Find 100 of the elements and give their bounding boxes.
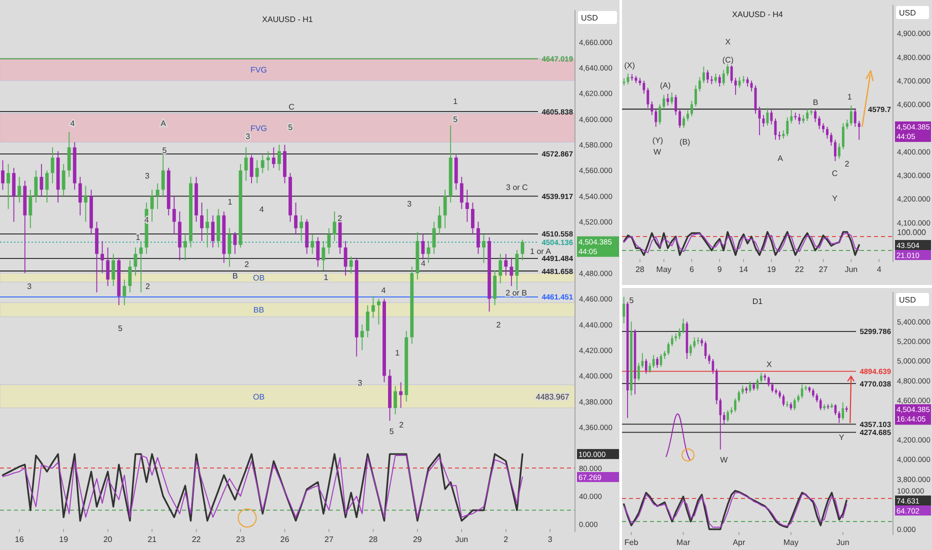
candlestick [1,160,4,190]
annotation: 2 [338,214,343,224]
x-tick-label: Jun [455,535,468,544]
annotation: (B) [680,138,691,147]
candlestick [67,131,71,178]
candlestick [662,94,666,110]
band-label: OB [252,392,265,402]
candlestick [184,234,187,261]
candlestick [806,108,809,122]
x-tick-label: 26 [280,535,290,544]
annotation: 3 [27,282,32,292]
candlestick [766,107,769,126]
annotation: 4 [259,205,264,214]
annotation: 2 [146,282,151,292]
candlestick [770,110,773,125]
x-tick-label: 28 [635,265,645,274]
candlestick [12,167,16,222]
annotation: 5 [453,115,458,124]
candlestick [100,240,104,274]
candlestick [790,108,793,124]
annotation: 5 [389,426,394,436]
candlestick [266,150,270,171]
candlestick [760,372,762,384]
text: XAUUSD - H1 [262,15,314,24]
band-label: FVG [250,124,267,133]
candlestick [482,234,486,264]
candlestick [774,118,777,140]
candlestick [678,108,682,128]
candlestick [471,202,474,236]
candlestick [838,142,840,160]
candlestick [128,260,132,293]
candlestick [228,228,232,268]
candlestick [738,76,741,88]
candlestick [211,214,215,248]
candlestick [460,176,464,210]
annotation: C [288,102,295,112]
x-tick-label: 23 [236,535,246,544]
candlestick [465,189,469,222]
candlestick [6,164,10,210]
annotation: 5 [288,122,294,132]
candlestick [349,256,353,274]
candlestick [646,87,650,108]
candlestick [698,76,701,92]
candlestick [850,105,852,126]
candlestick [793,398,796,411]
annotation: 1 [136,233,141,242]
x-tick-label: 2 [504,535,509,544]
y-axis-title: USD [899,296,916,304]
y-axis-title: USD [899,8,916,18]
candlestick [122,279,126,306]
annotation: X [766,360,772,370]
annotation: 4 [381,286,386,295]
candlestick [846,119,848,130]
candlestick [666,93,670,106]
candlestick [656,356,658,368]
candlestick [658,104,662,125]
x-tick-label: 4 [876,265,882,274]
candlestick [682,318,684,334]
annotation: B [812,98,818,107]
annotation: 1 [847,92,852,102]
candlestick [399,382,403,408]
annotation: 5 [629,296,634,305]
annotation: 5 [118,324,123,334]
candlestick [822,122,824,134]
candlestick [654,108,658,128]
candlestick [630,74,634,82]
x-tick-label: 6 [690,265,695,274]
x-tick-label: 3 [548,535,553,544]
candlestick [842,402,844,420]
candlestick [322,240,326,272]
x-tick-label: May [783,538,798,547]
candlestick [818,116,821,130]
candlestick [260,154,264,174]
candlestick [650,101,654,116]
candlestick [316,236,320,268]
candlestick [674,94,678,116]
candlestick [693,336,696,349]
candlestick [682,116,686,128]
candlestick [250,154,254,184]
annotation: W [653,148,662,157]
candlestick [112,253,116,286]
candlestick [366,304,370,338]
candlestick [272,146,276,168]
candlestick [421,234,425,261]
annotation: (X) [624,60,636,70]
candlestick [719,398,722,450]
candlestick [838,410,840,424]
text: XAUUSD - H4 [732,10,784,19]
text: D1 [752,297,764,306]
candlestick [834,139,836,162]
candlestick [702,66,705,84]
candlestick [300,214,304,242]
annotation: (C) [722,55,734,64]
x-tick-label: Jun [844,265,858,274]
x-tick-label: Jun [836,538,850,547]
annotation: 1 [453,97,458,106]
annotation: W [720,455,728,464]
x-tick-label: 22 [192,535,202,544]
x-tick-label: May [656,265,672,274]
candlestick [515,250,519,293]
